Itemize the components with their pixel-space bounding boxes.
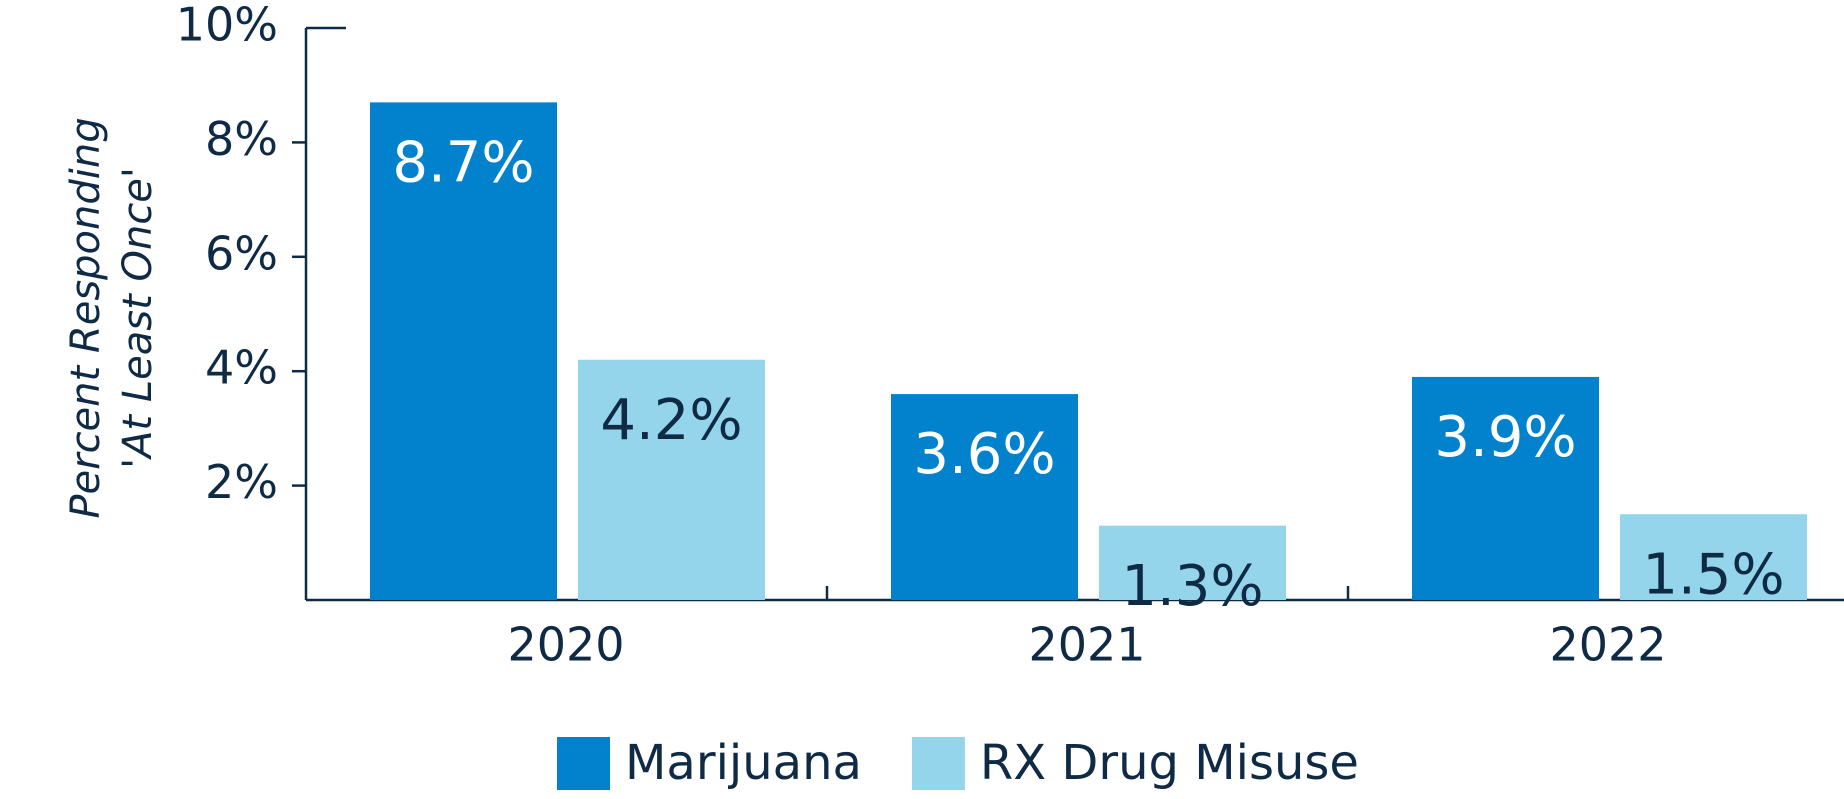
y-axis-label: 'At Least Once': [115, 167, 161, 469]
bar: [1099, 525, 1286, 600]
x-tick-label: 2021: [1028, 618, 1145, 672]
value-label: 1.5%: [1642, 542, 1784, 607]
value-label: 4.2%: [600, 388, 742, 453]
value-label: 8.7%: [392, 131, 534, 196]
y-axis-title: Percent Responding 'At Least Once': [63, 117, 161, 518]
value-label: 3.6%: [913, 422, 1055, 487]
bar: [891, 394, 1078, 600]
y-tick-label: 4%: [205, 341, 278, 395]
y-tick-label: 2%: [205, 455, 278, 509]
legend-swatch: [557, 737, 610, 790]
legend-label: Marijuana: [625, 735, 862, 791]
y-tick-label: 8%: [205, 112, 278, 166]
x-tick-label: 2020: [507, 618, 624, 672]
y-tick-label: 6%: [205, 226, 278, 280]
bar: [1620, 514, 1807, 600]
bar: [370, 102, 557, 601]
y-tick-label: 10%: [176, 0, 278, 52]
x-tick-label: 2022: [1549, 618, 1666, 672]
bar: [1412, 376, 1599, 600]
value-label: 1.3%: [1121, 554, 1263, 619]
y-axis-label: Percent Responding: [63, 117, 109, 518]
legend-swatch: [911, 737, 965, 790]
legend-label: RX Drug Misuse: [980, 735, 1359, 791]
value-label: 3.9%: [1434, 405, 1576, 470]
bar: [578, 359, 765, 600]
